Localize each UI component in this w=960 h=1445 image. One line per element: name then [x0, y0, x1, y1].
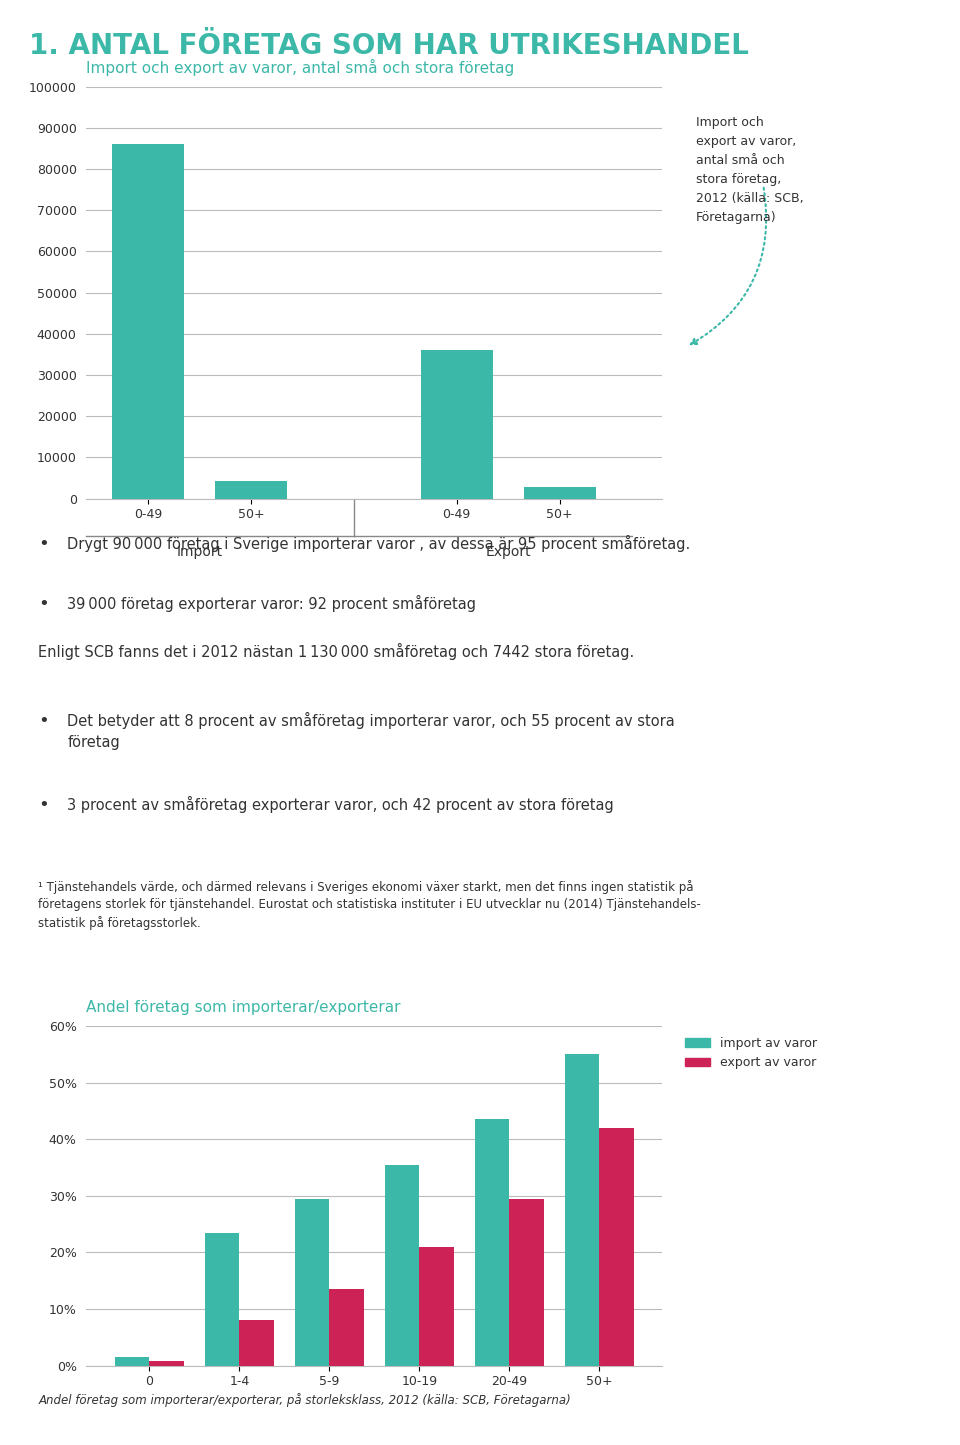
Text: •: • — [38, 595, 49, 613]
Text: •: • — [38, 796, 49, 814]
Bar — [215, 481, 287, 499]
Bar — [510, 1198, 543, 1366]
Text: •: • — [38, 712, 49, 730]
FancyArrowPatch shape — [691, 188, 766, 344]
Bar — [239, 1321, 274, 1366]
Text: Drygt 90 000 företag i Sverige importerar varor , av dessa är 95 procent småföre: Drygt 90 000 företag i Sverige importera… — [67, 535, 690, 552]
Bar — [296, 1198, 329, 1366]
Bar — [420, 1247, 453, 1366]
Text: ¹ Tjänstehandels värde, och därmed relevans i Sveriges ekonomi växer starkt, men: ¹ Tjänstehandels värde, och därmed relev… — [38, 880, 701, 931]
Bar — [475, 1120, 510, 1366]
Bar — [565, 1055, 599, 1366]
Bar — [329, 1289, 364, 1366]
Text: Import och export av varor, antal små och stora företag: Import och export av varor, antal små oc… — [86, 59, 515, 75]
Text: 39 000 företag exporterar varor: 92 procent småföretag: 39 000 företag exporterar varor: 92 proc… — [67, 595, 476, 613]
Text: Import: Import — [177, 545, 223, 559]
Bar — [599, 1127, 634, 1366]
Text: Andel företag som importerar/exporterar, på storleksklass, 2012 (källa: SCB, För: Andel företag som importerar/exporterar,… — [38, 1393, 571, 1407]
Text: Enligt SCB fanns det i 2012 nästan 1 130 000 småföretag och 7442 stora företag.: Enligt SCB fanns det i 2012 nästan 1 130… — [38, 643, 635, 660]
Bar — [150, 1361, 183, 1366]
Text: Det betyder att 8 procent av småföretag importerar varor, och 55 procent av stor: Det betyder att 8 procent av småföretag … — [67, 712, 675, 750]
Text: •: • — [38, 535, 49, 552]
Text: Import och
export av varor,
antal små och
stora företag,
2012 (källa: SCB,
Föret: Import och export av varor, antal små oc… — [696, 116, 804, 224]
Text: 3 procent av småföretag exporterar varor, och 42 procent av stora företag: 3 procent av småföretag exporterar varor… — [67, 796, 614, 814]
Text: Andel företag som importerar/exporterar: Andel företag som importerar/exporterar — [86, 1000, 401, 1014]
Bar — [205, 1233, 239, 1366]
Text: 1. ANTAL FÖRETAG SOM HAR UTRIKESHANDEL: 1. ANTAL FÖRETAG SOM HAR UTRIKESHANDEL — [29, 32, 749, 59]
Text: Export: Export — [486, 545, 531, 559]
Legend: import av varor, export av varor: import av varor, export av varor — [681, 1032, 822, 1075]
Bar — [112, 144, 184, 499]
Bar — [385, 1165, 420, 1366]
Bar — [523, 487, 595, 499]
Bar — [420, 350, 492, 499]
Bar — [115, 1357, 150, 1366]
